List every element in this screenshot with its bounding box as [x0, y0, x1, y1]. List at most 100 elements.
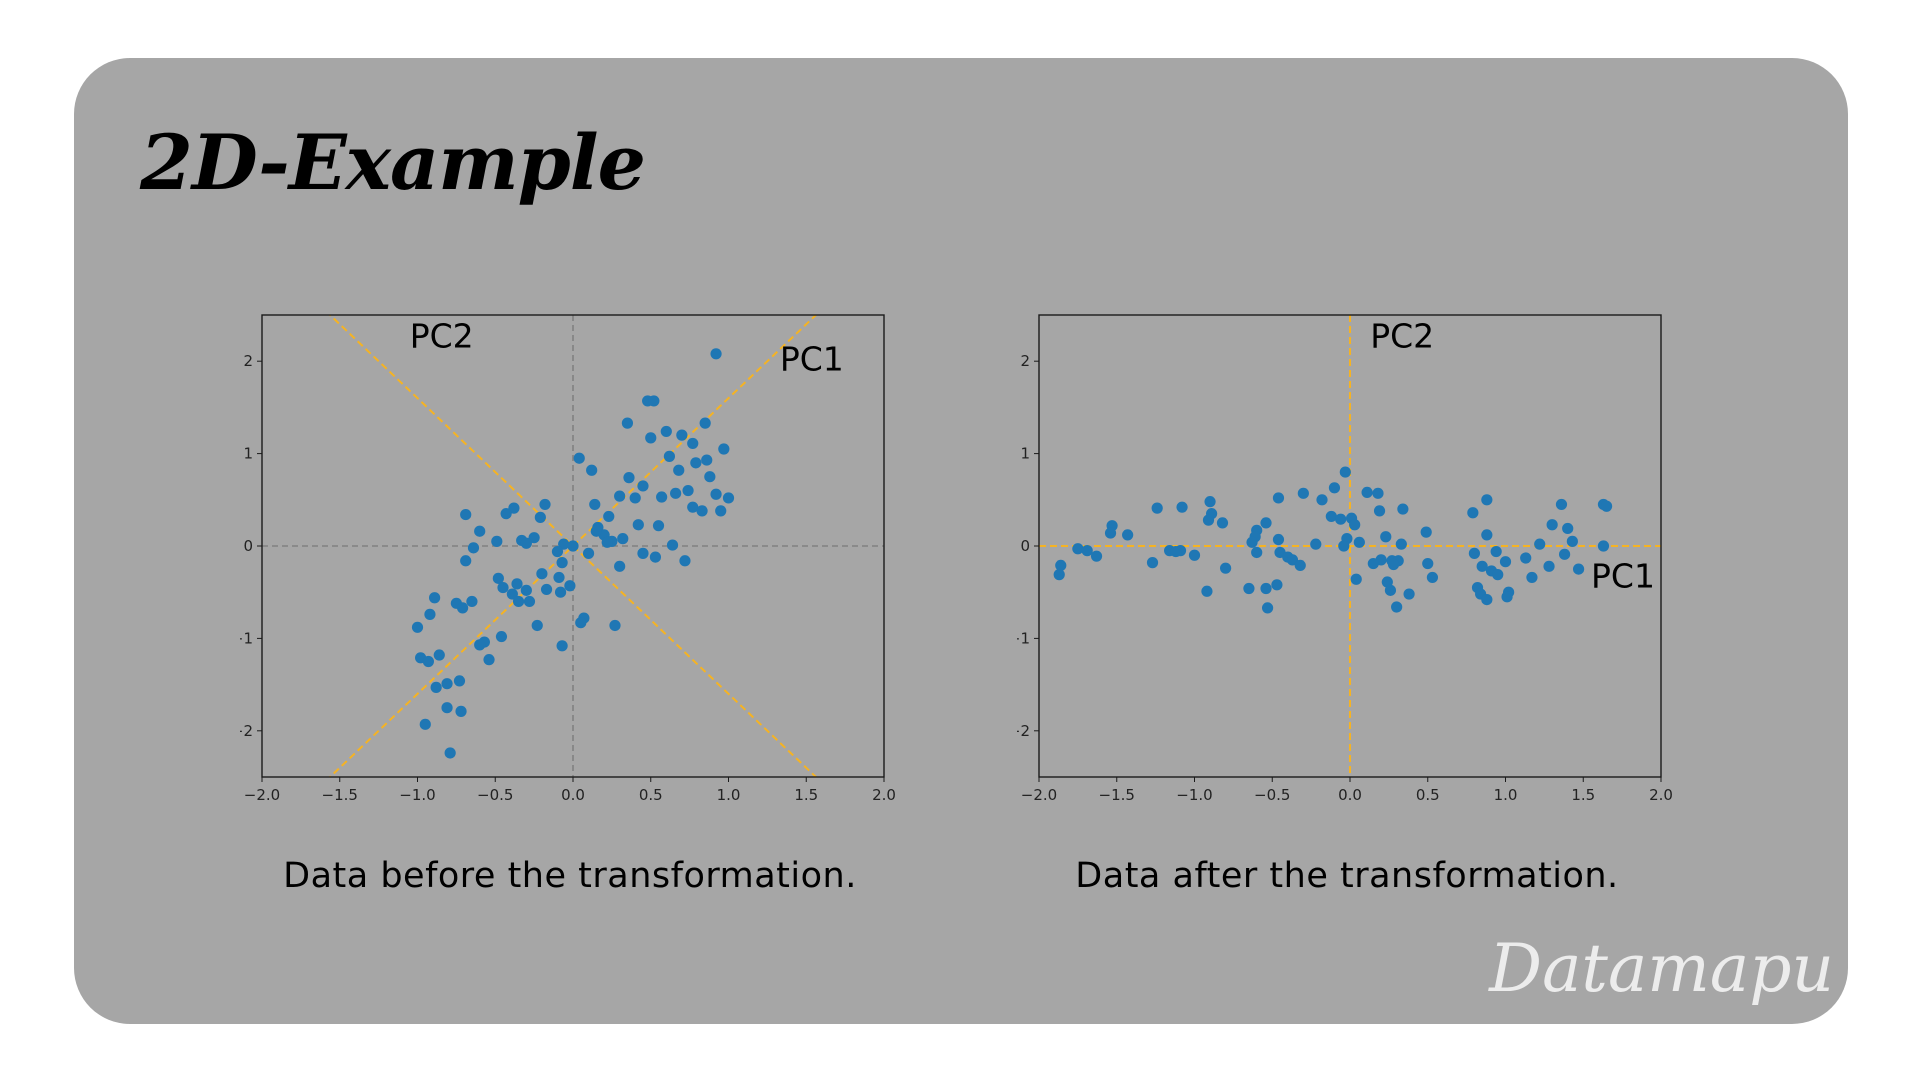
data-point: [1534, 538, 1546, 550]
plot-area: [262, 315, 884, 777]
data-point: [696, 505, 708, 517]
data-point: [466, 595, 478, 608]
data-point: [553, 571, 565, 584]
data-point: [1468, 547, 1480, 559]
data-point: [1246, 536, 1258, 548]
data-point: [601, 536, 613, 548]
data-point: [589, 498, 601, 511]
data-point: [1353, 536, 1365, 548]
y-tick-label: 1: [243, 445, 253, 463]
data-point: [1397, 503, 1409, 515]
data-point: [1201, 585, 1213, 597]
data-point: [1395, 538, 1407, 550]
x-tick-label: −2.0: [1021, 786, 1057, 804]
data-point: [660, 425, 672, 438]
y-tick-label: 2: [1020, 352, 1030, 370]
x-tick-label: −0.5: [1254, 786, 1290, 804]
data-point: [551, 545, 564, 558]
x-tick-label: 1.5: [1571, 786, 1595, 804]
data-point: [419, 718, 431, 730]
data-point: [648, 395, 660, 407]
data-point: [1380, 531, 1392, 543]
y-tick-label: 2: [243, 352, 253, 370]
x-tick-label: 0.5: [1416, 786, 1440, 804]
data-point: [1543, 560, 1555, 572]
data-point: [645, 432, 657, 444]
data-point: [455, 705, 467, 717]
data-point: [474, 525, 486, 537]
data-point: [1243, 582, 1255, 595]
data-point: [534, 511, 546, 523]
slide-card: [74, 58, 1848, 1024]
data-point: [629, 492, 641, 504]
data-point: [1216, 517, 1229, 529]
data-point: [467, 542, 480, 554]
data-point: [474, 639, 486, 651]
data-point: [617, 533, 629, 545]
data-point: [1122, 529, 1134, 541]
data-point: [1361, 486, 1373, 499]
data-point: [492, 572, 504, 584]
data-point: [1492, 569, 1504, 581]
data-point: [1490, 545, 1502, 558]
data-point: [1373, 505, 1386, 517]
data-point: [520, 537, 532, 549]
data-point: [673, 464, 685, 476]
data-point: [590, 525, 602, 537]
x-tick-label: 0.0: [561, 786, 585, 804]
data-point: [1316, 494, 1328, 506]
x-tick-label: 0.0: [1338, 786, 1362, 804]
data-point: [621, 417, 634, 429]
x-tick-label: −0.5: [477, 786, 513, 804]
data-point: [1286, 554, 1299, 566]
data-point: [430, 681, 442, 693]
data-point: [1566, 535, 1578, 547]
data-point: [687, 501, 699, 513]
data-point: [453, 675, 466, 687]
y-tick-label: 0: [243, 537, 253, 555]
data-point: [687, 437, 699, 450]
x-tick-label: 2.0: [872, 786, 896, 804]
y-tick-label: −1: [240, 629, 253, 647]
data-point: [1558, 548, 1571, 560]
data-point: [699, 417, 711, 429]
data-point: [456, 602, 469, 614]
data-point: [1104, 527, 1117, 539]
x-tick-label: −1.5: [1099, 786, 1135, 804]
data-point: [1170, 545, 1182, 558]
y-tick-label: −2: [1017, 722, 1030, 740]
data-point: [1403, 588, 1415, 600]
data-point: [495, 630, 508, 643]
data-point: [603, 510, 615, 523]
data-point: [1220, 562, 1232, 574]
data-point: [1294, 559, 1306, 572]
data-point: [1367, 557, 1379, 570]
data-point: [511, 578, 523, 590]
data-point: [649, 551, 662, 563]
data-point: [1260, 582, 1272, 595]
data-point: [512, 595, 525, 608]
data-point: [1204, 496, 1216, 508]
data-point: [1072, 543, 1084, 555]
data-point: [1176, 501, 1188, 513]
x-tick-label: 1.0: [717, 786, 741, 804]
data-point: [1501, 591, 1513, 603]
data-point: [500, 508, 512, 520]
data-point: [558, 538, 570, 550]
data-point: [483, 654, 495, 666]
x-tick-label: −1.0: [1176, 786, 1212, 804]
y-tick-label: 1: [1020, 445, 1030, 463]
data-point: [1467, 507, 1479, 519]
data-point: [1481, 593, 1493, 606]
x-tick-label: −2.0: [244, 786, 280, 804]
chart-after-svg: −2.0 −1.5 −1.0 −0.5 0.0 0.5 1.0 1.5 2.0 −2 −1 0 1 2 PC…: [1017, 314, 1673, 804]
x-tick-label: 0.5: [639, 786, 663, 804]
plot-area: [1039, 315, 1661, 777]
data-point: [1271, 579, 1283, 591]
data-point: [710, 348, 722, 360]
data-point: [609, 619, 621, 632]
slide-title: 2D-Example: [140, 118, 646, 207]
data-point: [586, 464, 598, 476]
x-tick-label: −1.5: [322, 786, 358, 804]
data-point: [573, 452, 585, 464]
